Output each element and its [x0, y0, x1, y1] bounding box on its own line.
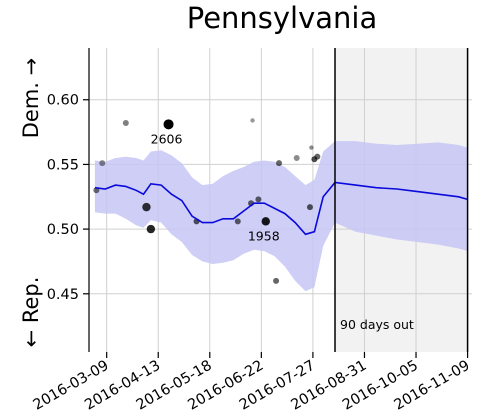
- chart-title: Pennsylvania: [187, 1, 378, 35]
- poll-point: [250, 118, 255, 123]
- y-tick-label: 0.60: [47, 93, 79, 109]
- estimate-line: [94, 181, 468, 236]
- poll-point: [309, 145, 314, 150]
- poll-point: [261, 217, 270, 226]
- y-axis-label-bottom: ← Rep.: [19, 277, 43, 348]
- poll-point: [99, 160, 106, 167]
- poll-point: [163, 119, 174, 130]
- region-label: 90 days out: [340, 317, 414, 332]
- y-axis-label-top: Dem. →: [19, 58, 43, 139]
- poll-point: [234, 218, 241, 225]
- poll-point: [273, 277, 280, 284]
- poll-point: [142, 202, 151, 212]
- poll-point: [122, 120, 129, 127]
- poll-point: [306, 204, 313, 211]
- y-tick-label: 0.45: [47, 287, 79, 303]
- confidence-band: [94, 141, 468, 292]
- poll-point: [276, 160, 283, 167]
- poll-point: [146, 224, 156, 234]
- y-tick-label: 0.50: [47, 222, 79, 238]
- poll-point: [255, 196, 262, 203]
- y-tick-label: 0.55: [47, 157, 79, 173]
- point-label: 1958: [248, 228, 280, 243]
- poll-point: [314, 153, 321, 160]
- point-label: 2606: [151, 131, 183, 146]
- poll-point: [293, 154, 300, 161]
